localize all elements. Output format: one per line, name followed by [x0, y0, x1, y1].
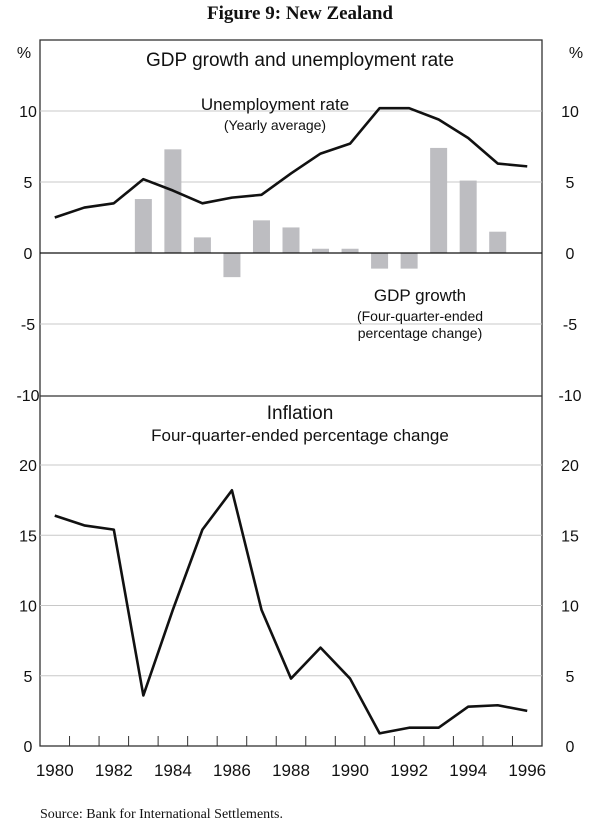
y-tick-label: 0: [24, 246, 33, 263]
gdp-growth-bar: [193, 237, 211, 253]
source-note: Source: Bank for International Settlemen…: [40, 807, 283, 821]
y-tick-label: 0: [24, 739, 33, 756]
x-tick-label: 1982: [95, 761, 133, 780]
y-tick-label: 10: [561, 599, 579, 616]
x-tick-label: 1992: [390, 761, 428, 780]
gdp-growth-bar: [252, 220, 270, 253]
x-tick-label: 1994: [449, 761, 487, 780]
y-tick-label: -5: [21, 317, 35, 334]
unemployment-sublabel: (Yearly average): [224, 117, 326, 133]
gdp-growth-bar: [164, 149, 182, 253]
gdp-sublabel-line1: (Four-quarter-ended: [357, 308, 483, 324]
gdp-sublabel-line2: percentage change): [358, 325, 483, 341]
gdp-growth-bar: [371, 253, 389, 269]
bottom-panel-title: Inflation: [267, 403, 334, 424]
y-tick-label: 5: [566, 669, 575, 686]
y-tick-label: 5: [566, 175, 575, 192]
bottom-panel-subtitle: Four-quarter-ended percentage change: [151, 426, 449, 445]
left-unit-label: %: [17, 45, 31, 62]
y-tick-label: -10: [16, 388, 39, 405]
figure-title: Figure 9: New Zealand: [207, 3, 393, 24]
plot-frame: [39, 39, 543, 747]
unemployment-label: Unemployment rate: [201, 95, 349, 114]
inflation-line: [54, 488, 528, 735]
top-panel-title: GDP growth and unemployment rate: [146, 50, 454, 71]
gdp-growth-bar: [489, 231, 507, 253]
x-tick-label: 1986: [213, 761, 251, 780]
gdp-growth-bar: [312, 248, 330, 253]
gdp-growth-bar: [282, 227, 300, 253]
right-unit-label: %: [569, 45, 583, 62]
y-tick-label: 0: [566, 246, 575, 263]
gdp-growth-bar: [459, 180, 477, 253]
x-tick-label: 1984: [154, 761, 192, 780]
y-tick-label: 10: [19, 599, 37, 616]
y-tick-label: 20: [561, 458, 579, 475]
y-tick-label: 10: [19, 104, 37, 121]
gdp-growth-bar: [223, 253, 241, 278]
gdp-growth-bar: [341, 248, 359, 253]
y-tick-label: -10: [558, 388, 581, 405]
gdp-growth-bar: [430, 147, 448, 253]
x-tick-label: 1996: [508, 761, 546, 780]
y-tick-label: -5: [563, 317, 577, 334]
y-tick-label: 10: [561, 104, 579, 121]
y-tick-label: 20: [19, 458, 37, 475]
y-tick-label: 0: [566, 739, 575, 756]
gdp-growth-bar: [134, 199, 152, 253]
y-tick-label: 15: [561, 528, 579, 545]
gdp-growth-bar: [400, 253, 418, 269]
y-tick-label: 5: [24, 669, 33, 686]
gdp-label: GDP growth: [374, 286, 466, 305]
y-tick-label: 5: [24, 175, 33, 192]
x-tick-label: 1980: [36, 761, 74, 780]
x-tick-label: 1988: [272, 761, 310, 780]
y-tick-label: 15: [19, 528, 37, 545]
unemployment-line: [54, 106, 528, 219]
x-tick-label: 1990: [331, 761, 369, 780]
